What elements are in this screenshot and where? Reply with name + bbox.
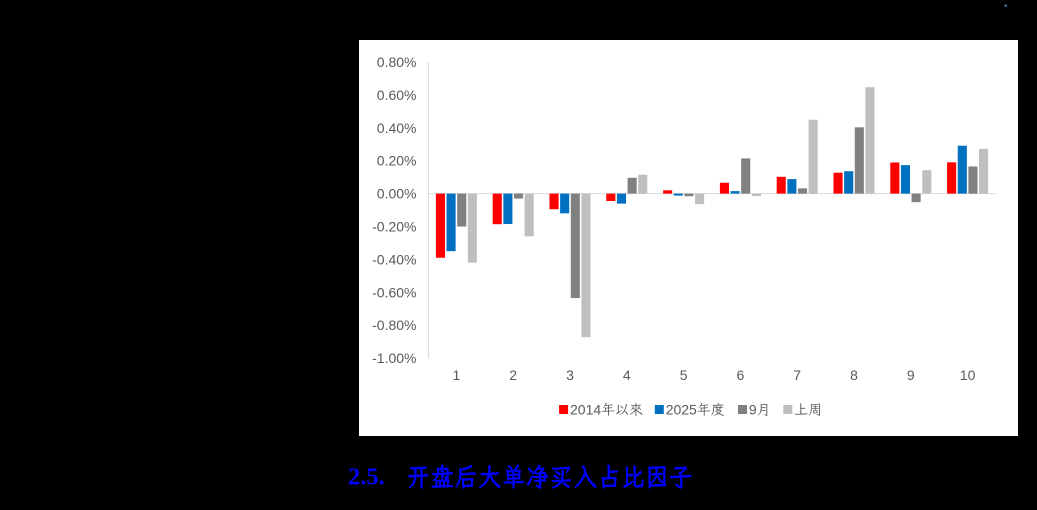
svg-text:9: 9 (907, 367, 915, 383)
svg-text:2: 2 (509, 367, 517, 383)
svg-text:8: 8 (850, 367, 858, 383)
svg-text:0.20%: 0.20% (377, 153, 417, 169)
svg-text:0.60%: 0.60% (377, 87, 417, 103)
svg-text:10: 10 (960, 367, 976, 383)
svg-text:4: 4 (623, 367, 631, 383)
svg-text:9: 9 (749, 401, 757, 417)
svg-text:5: 5 (680, 367, 688, 383)
svg-text:-0.60%: -0.60% (372, 284, 416, 300)
svg-text:3: 3 (566, 367, 574, 383)
svg-text:0.80%: 0.80% (377, 54, 417, 70)
svg-text:2025: 2025 (666, 401, 697, 417)
svg-text:0.00%: 0.00% (377, 186, 417, 202)
svg-text:-0.40%: -0.40% (372, 251, 416, 267)
svg-text:2.5.: 2.5. (348, 464, 385, 491)
svg-text:2014: 2014 (570, 401, 601, 417)
svg-text:-0.80%: -0.80% (372, 317, 416, 333)
svg-text:-1.00%: -1.00% (372, 350, 416, 366)
svg-text:6: 6 (737, 367, 745, 383)
svg-text:-0.20%: -0.20% (372, 219, 416, 235)
svg-text:7: 7 (793, 367, 801, 383)
svg-text:1: 1 (453, 367, 461, 383)
svg-text:0.40%: 0.40% (377, 120, 417, 136)
